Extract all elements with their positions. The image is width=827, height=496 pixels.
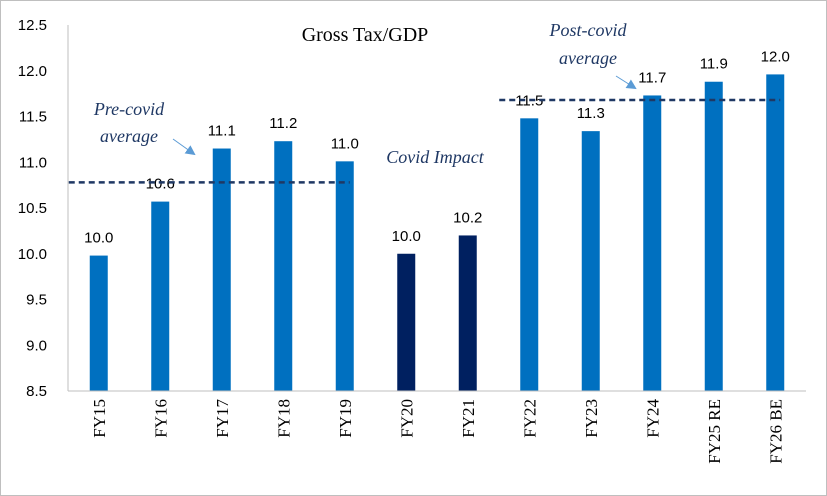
chart-title: Gross Tax/GDP	[302, 24, 429, 46]
data-label: 12.0	[761, 48, 790, 65]
bar-fy16	[151, 201, 170, 391]
x-category-label: FY22	[520, 399, 539, 438]
data-label: 10.0	[392, 228, 421, 245]
x-category-label: FY16	[151, 399, 170, 438]
x-category-label: FY26 BE	[766, 399, 785, 464]
y-tick-label: 9.5	[26, 292, 47, 309]
post-covid-label-line1: Post-covid	[549, 20, 628, 40]
data-label: 11.7	[638, 69, 666, 86]
x-category-label: FY19	[336, 399, 355, 438]
bar-fy15	[89, 255, 108, 391]
data-label: 11.2	[269, 115, 297, 132]
x-category-label: FY25 RE	[705, 399, 724, 464]
pre-covid-label-line1: Pre-covid	[93, 99, 165, 119]
bar-fy17	[212, 148, 231, 391]
y-tick-label: 9.0	[26, 337, 47, 354]
data-label: 11.1	[208, 123, 236, 140]
data-label: 11.3	[577, 105, 605, 122]
pre-covid-label-line2: average	[100, 126, 158, 146]
covid-impact-label: Covid Impact	[386, 147, 484, 167]
pre-covid-arrow	[172, 138, 196, 156]
bar-fy20	[397, 253, 416, 391]
data-label: 11.9	[700, 56, 728, 73]
bar-fy22	[520, 118, 539, 391]
y-tick-label: 10.0	[18, 246, 47, 263]
x-category-label: FY18	[274, 399, 293, 438]
x-category-label: FY21	[459, 399, 478, 438]
y-tick-label: 12.0	[18, 63, 47, 80]
post-covid-label-line2: average	[559, 48, 617, 68]
y-tick-label: 11.5	[19, 109, 47, 126]
bar-fy24	[643, 95, 662, 391]
bar-fy25-re	[704, 81, 723, 391]
y-tick-label: 11.0	[19, 154, 47, 171]
data-label: 10.2	[453, 209, 482, 226]
bar-fy23	[581, 131, 600, 391]
bar-fy21	[458, 235, 477, 391]
x-category-label: FY20	[397, 399, 416, 438]
y-tick-label: 8.5	[26, 383, 47, 400]
data-label: 11.0	[331, 135, 359, 152]
x-category-label: FY17	[213, 399, 232, 438]
post-covid-arrow	[615, 75, 637, 90]
bar-fy26-be	[766, 74, 785, 391]
data-label: 10.0	[84, 230, 113, 247]
x-category-label: FY23	[582, 399, 601, 438]
x-category-label: FY15	[90, 399, 109, 438]
x-category-label: FY24	[643, 399, 662, 438]
y-tick-label: 10.5	[18, 200, 47, 217]
bar-fy19	[335, 161, 354, 391]
y-tick-label: 12.5	[18, 17, 47, 34]
data-label: 10.6	[146, 176, 175, 193]
bar-fy18	[274, 141, 293, 391]
